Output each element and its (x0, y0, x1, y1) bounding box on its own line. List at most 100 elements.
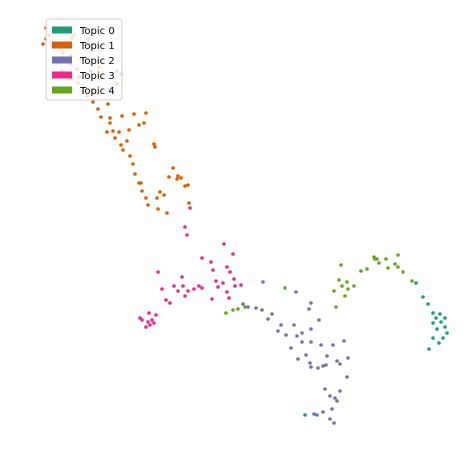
data-point-series-4-26 (396, 253, 400, 257)
data-point-series-2-31 (300, 331, 304, 335)
data-point-series-2-17 (338, 362, 342, 366)
data-point-series-3-24 (214, 279, 218, 283)
legend-swatch-1 (52, 41, 72, 49)
data-point-series-3-14 (225, 290, 229, 294)
data-point-series-1-16 (133, 172, 137, 176)
data-point-series-3-0 (144, 325, 148, 329)
data-point-series-0-1 (427, 347, 431, 351)
data-point-series-1-39 (96, 107, 100, 111)
data-point-series-1-10 (186, 183, 190, 187)
data-point-series-2-39 (307, 307, 311, 311)
data-point-series-3-38 (185, 233, 189, 237)
data-point-series-4-12 (283, 286, 287, 290)
data-point-series-2-45 (261, 280, 265, 284)
data-point-series-3-21 (181, 284, 185, 288)
data-point-series-2-23 (319, 343, 323, 347)
data-point-series-3-32 (228, 270, 232, 274)
data-point-series-4-24 (384, 257, 388, 261)
data-point-series-2-24 (289, 346, 293, 350)
data-point-series-3-31 (211, 268, 215, 272)
data-point-series-3-26 (221, 281, 225, 285)
data-point-series-2-30 (295, 334, 299, 338)
data-point-series-4-14 (359, 269, 363, 273)
legend-frame (45, 18, 123, 101)
data-point-series-3-35 (200, 256, 204, 260)
data-point-series-2-1 (328, 417, 332, 421)
data-point-series-2-20 (346, 356, 350, 360)
series-3 (138, 206, 243, 329)
data-point-series-2-2 (315, 413, 319, 417)
legend-label-2: Topic 2 (79, 56, 115, 67)
data-point-series-2-40 (260, 308, 264, 312)
data-point-series-3-12 (227, 296, 231, 300)
data-point-series-3-2 (152, 321, 156, 325)
data-point-series-3-8 (147, 311, 151, 315)
data-point-series-0-5 (445, 331, 449, 335)
data-point-series-4-7 (346, 287, 350, 291)
data-point-series-2-25 (331, 343, 335, 347)
data-point-series-2-18 (296, 357, 300, 361)
series-2 (241, 280, 350, 425)
data-point-series-1-37 (132, 112, 136, 116)
data-point-series-2-35 (279, 323, 283, 327)
legend-swatch-0 (52, 26, 72, 34)
data-point-series-2-19 (335, 359, 339, 363)
data-point-series-4-15 (365, 267, 369, 271)
data-point-series-2-8 (328, 394, 332, 398)
data-point-series-3-19 (200, 286, 204, 290)
data-point-series-4-6 (332, 289, 336, 293)
data-point-series-3-7 (154, 313, 158, 317)
data-point-series-1-21 (121, 148, 125, 152)
data-point-series-2-13 (309, 365, 313, 369)
data-point-series-4-21 (339, 263, 343, 267)
data-point-series-1-18 (171, 166, 175, 170)
data-point-series-3-11 (210, 297, 214, 301)
data-point-series-2-32 (276, 329, 280, 333)
data-point-series-1-32 (137, 123, 141, 127)
data-point-series-4-4 (334, 305, 338, 309)
data-point-series-2-36 (317, 318, 321, 322)
data-point-series-2-34 (292, 323, 296, 327)
data-point-series-2-42 (246, 305, 250, 309)
data-point-series-2-0 (332, 421, 336, 425)
data-point-series-3-5 (150, 318, 154, 322)
data-point-series-1-12 (139, 181, 143, 185)
data-point-series-4-19 (393, 262, 397, 266)
data-point-series-1-38 (144, 111, 148, 115)
data-point-series-2-44 (309, 301, 313, 305)
data-point-series-3-34 (209, 260, 213, 264)
data-point-series-2-46 (294, 290, 298, 294)
data-point-series-3-37 (222, 242, 226, 246)
data-point-series-0-10 (434, 316, 438, 320)
data-point-series-1-27 (105, 130, 109, 134)
data-point-series-3-23 (216, 285, 220, 289)
data-point-series-1-8 (158, 190, 162, 194)
legend-label-1: Topic 1 (79, 41, 115, 52)
data-point-series-4-1 (231, 308, 235, 312)
data-point-series-2-16 (308, 361, 312, 365)
data-point-series-0-16 (414, 281, 418, 285)
data-point-series-2-5 (330, 407, 334, 411)
data-point-series-4-13 (410, 279, 414, 283)
data-point-series-0-11 (443, 316, 447, 320)
data-point-series-2-37 (266, 317, 270, 321)
data-point-series-2-14 (321, 364, 325, 368)
data-point-series-2-28 (342, 339, 346, 343)
legend-label-0: Topic 0 (79, 26, 115, 37)
data-point-series-2-6 (335, 399, 339, 403)
data-point-series-2-22 (304, 353, 308, 357)
data-point-series-1-26 (125, 139, 129, 143)
data-point-series-0-9 (439, 320, 443, 324)
data-point-series-0-3 (431, 336, 435, 340)
data-point-series-4-23 (375, 257, 379, 261)
data-point-series-2-43 (241, 302, 245, 306)
data-point-series-1-5 (155, 196, 159, 200)
data-point-series-0-2 (437, 341, 441, 345)
data-point-series-4-9 (352, 284, 356, 288)
data-point-series-2-3 (312, 412, 316, 416)
data-point-series-1-42 (106, 102, 110, 106)
data-point-series-0-0 (303, 413, 307, 417)
legend-label-4: Topic 4 (79, 86, 115, 97)
data-point-series-0-8 (431, 321, 435, 325)
